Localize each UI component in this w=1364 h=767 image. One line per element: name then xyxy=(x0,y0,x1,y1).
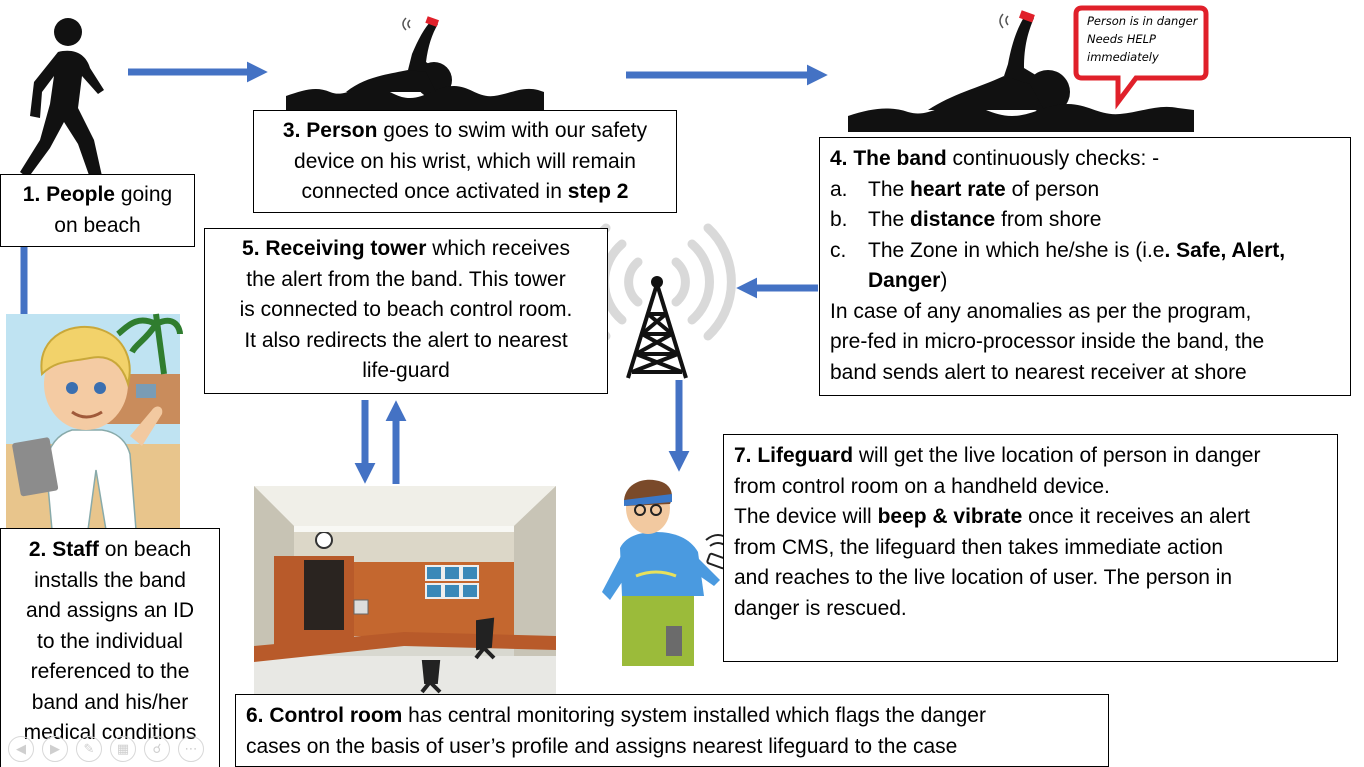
pen-tool-button[interactable]: ✎ xyxy=(76,736,102,762)
check-item-c-cont: Danger) xyxy=(868,269,948,292)
step-5-title: 5. Receiving tower xyxy=(242,237,427,260)
check-item-a: a. The heart rate of person xyxy=(830,177,1100,201)
lifeguard-illustration xyxy=(602,479,731,666)
step-4-box: 4. The band continuously checks: - a. Th… xyxy=(819,137,1351,396)
zoom-button[interactable]: ☌ xyxy=(144,736,170,762)
more-options-button[interactable]: ⋯ xyxy=(178,736,204,762)
step-1-box: 1. People going on beach xyxy=(0,174,195,247)
step-1-title: 1. People xyxy=(22,183,115,206)
speech-line-1: Person is in danger xyxy=(1087,14,1198,28)
staff-illustration xyxy=(6,313,183,531)
speech-bubble xyxy=(1073,5,1209,110)
step-2-box: 2. Staff on beach installs the band and … xyxy=(0,528,220,767)
step-7-title: 7. Lifeguard xyxy=(734,444,854,467)
radio-tower-icon xyxy=(578,223,736,379)
speech-line-2: Needs HELP xyxy=(1087,32,1156,46)
walking-person-icon xyxy=(20,18,104,178)
next-slide-button[interactable]: ▶ xyxy=(42,736,68,762)
speech-line-3: immediately xyxy=(1087,50,1159,64)
slides-grid-button[interactable]: ▦ xyxy=(110,736,136,762)
check-item-c: c. The Zone in which he/she is (i.e. Saf… xyxy=(830,238,1286,262)
step-6-title: 6. Control room xyxy=(246,704,403,727)
step-5-box: 5. Receiving tower which receives the al… xyxy=(204,228,608,394)
step-4-title: 4. The band xyxy=(830,147,947,170)
check-item-b: b. The distance from shore xyxy=(830,208,1102,231)
step-6-box: 6. Control room has central monitoring s… xyxy=(235,694,1109,767)
control-room-photo xyxy=(254,486,556,698)
speech-bubble-text: Person is in danger Needs HELP immediate… xyxy=(1087,12,1207,66)
drowning-swimmer-icon xyxy=(848,10,1194,132)
previous-slide-button[interactable]: ◀ xyxy=(8,736,34,762)
step-3-box: 3. Person goes to swim with our safety d… xyxy=(253,110,677,213)
swimmer-icon xyxy=(286,16,544,110)
step-2-title: 2. Staff xyxy=(28,538,99,561)
step-7-box: 7. Lifeguard will get the live location … xyxy=(723,434,1338,662)
step-3-title: 3. Person xyxy=(282,119,378,142)
